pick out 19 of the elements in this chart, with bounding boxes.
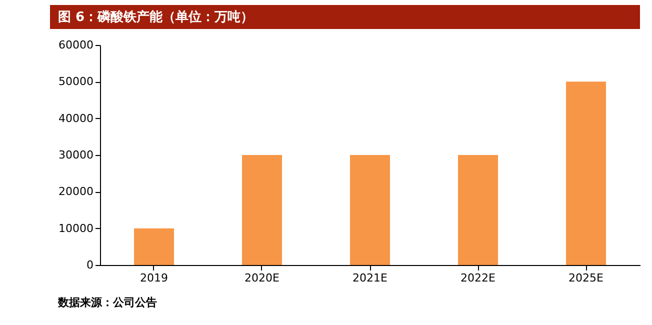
y-tick-label: 20000 — [58, 185, 94, 198]
y-tick-label: 50000 — [58, 75, 94, 88]
y-tick-label: 40000 — [58, 112, 94, 125]
x-tick-label: 2022E — [460, 272, 496, 284]
bar — [242, 155, 282, 265]
x-tick-label: 2025E — [568, 272, 604, 284]
x-tick-label: 2019 — [140, 272, 168, 284]
y-tick-label: 0 — [86, 258, 94, 272]
y-tick-label: 30000 — [58, 148, 94, 162]
x-tick-label: 2021E — [352, 272, 388, 284]
y-tick-label: 10000 — [58, 222, 94, 235]
chart-title: 图 6：磷酸铁产能（单位：万吨） — [58, 9, 254, 25]
x-tick-label: 2020E — [244, 272, 280, 284]
bar — [566, 82, 606, 265]
y-tick-label: 60000 — [58, 38, 94, 52]
bar — [350, 155, 390, 265]
bar — [458, 155, 498, 265]
bar — [134, 228, 174, 265]
source-note: 数据来源：公司公告 — [57, 296, 157, 309]
